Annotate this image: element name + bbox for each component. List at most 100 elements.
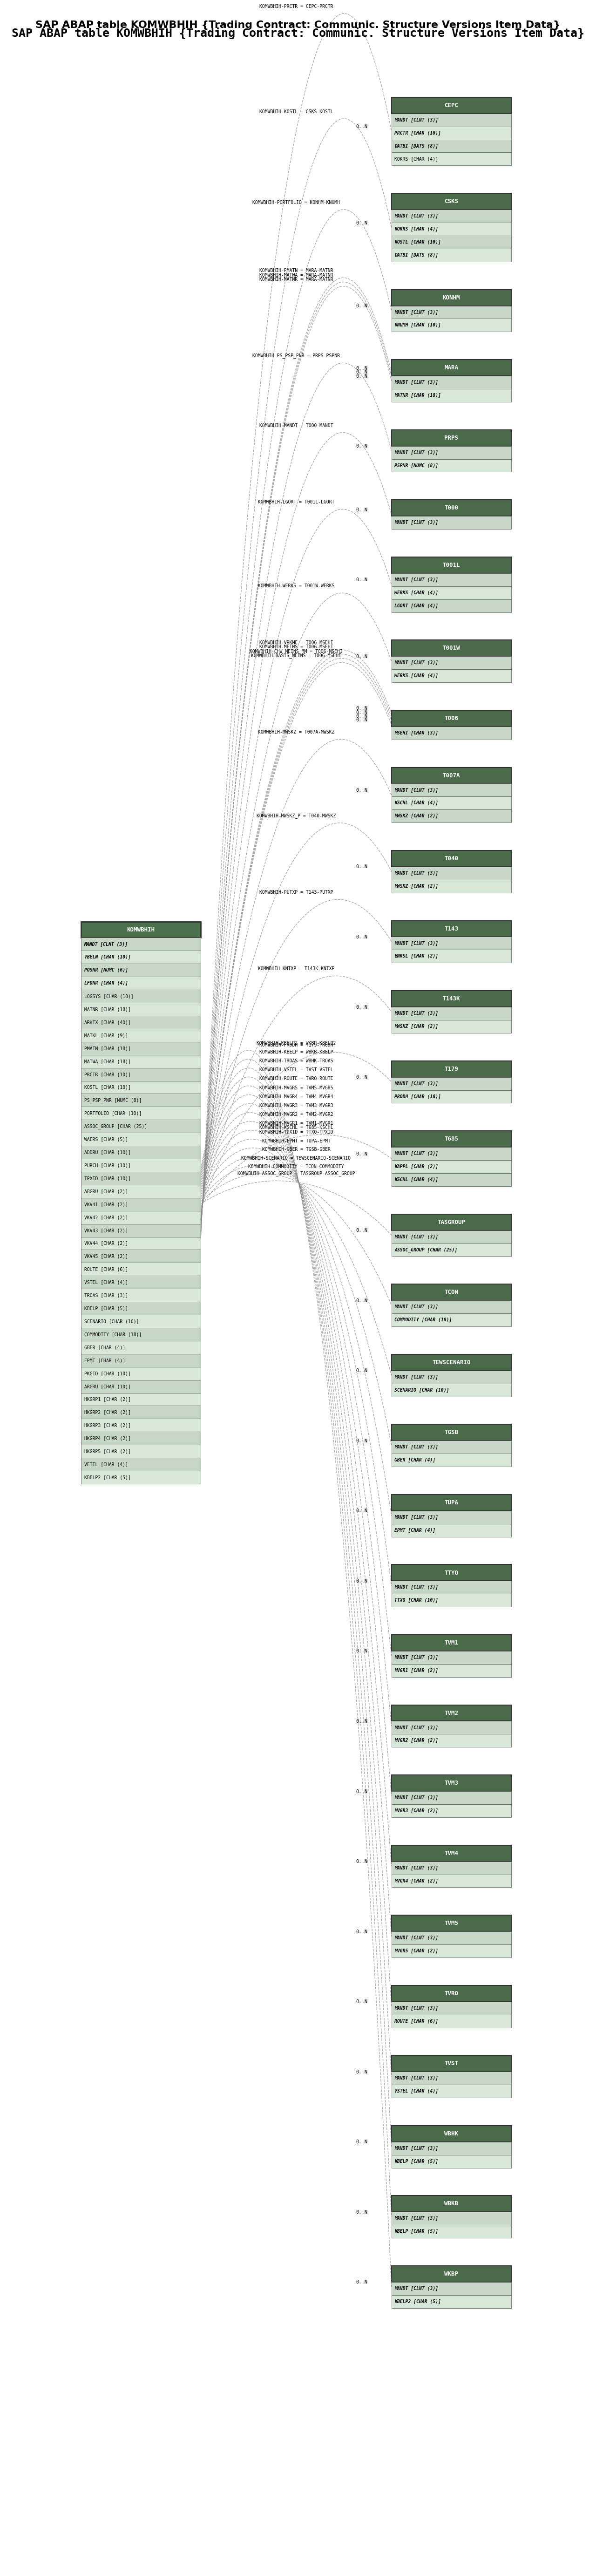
Text: KOMWBHIH-TPXID = TTXQ-TPXID: KOMWBHIH-TPXID = TTXQ-TPXID <box>259 1131 333 1133</box>
Text: KOMWBHIH-CHW_MEINS_MM = T006-MSEHI: KOMWBHIH-CHW_MEINS_MM = T006-MSEHI <box>250 649 343 654</box>
Text: VBELN [CHAR (10)]: VBELN [CHAR (10)] <box>84 956 131 961</box>
Text: 0..N: 0..N <box>356 577 367 582</box>
Text: SAP ABAP table KOMWBHIH {Trading Contract: Communic. Structure Versions Item Dat: SAP ABAP table KOMWBHIH {Trading Contrac… <box>35 21 561 31</box>
Text: KOMWBHIH-EPMT = TUPA-EPMT: KOMWBHIH-EPMT = TUPA-EPMT <box>262 1139 330 1144</box>
FancyBboxPatch shape <box>81 1041 201 1054</box>
Text: KSCHL [CHAR (4)]: KSCHL [CHAR (4)] <box>395 801 438 806</box>
Text: VKV44 [CHAR (2)]: VKV44 [CHAR (2)] <box>84 1242 128 1247</box>
Text: KOMWBHIH-MVGR1 = TVM1-MVGR1: KOMWBHIH-MVGR1 = TVM1-MVGR1 <box>259 1121 333 1126</box>
FancyBboxPatch shape <box>392 600 511 613</box>
Text: T000: T000 <box>445 505 458 510</box>
Text: 0..N: 0..N <box>356 1579 367 1584</box>
FancyBboxPatch shape <box>392 307 511 319</box>
FancyBboxPatch shape <box>81 1185 201 1198</box>
FancyBboxPatch shape <box>392 711 511 726</box>
Text: TVM3: TVM3 <box>445 1780 458 1785</box>
Text: EPMT [CHAR (4)]: EPMT [CHAR (4)] <box>84 1358 125 1363</box>
Text: VKV45 [CHAR (2)]: VKV45 [CHAR (2)] <box>84 1255 128 1260</box>
Text: KOMWBHIH-TROAS = WBHK-TROAS: KOMWBHIH-TROAS = WBHK-TROAS <box>259 1059 333 1064</box>
Text: MWSKZ [CHAR (2)]: MWSKZ [CHAR (2)] <box>395 814 438 819</box>
Text: KOMWBHIH: KOMWBHIH <box>127 927 155 933</box>
Text: PRPS: PRPS <box>445 435 458 440</box>
Text: POSNR [NUMC (6)]: POSNR [NUMC (6)] <box>84 969 128 974</box>
Text: PORTFOLIO [CHAR (10)]: PORTFOLIO [CHAR (10)] <box>84 1110 141 1115</box>
FancyBboxPatch shape <box>392 1986 511 2002</box>
Text: KOMWBHIH-MVGR5 = TVM5-MVGR5: KOMWBHIH-MVGR5 = TVM5-MVGR5 <box>259 1084 333 1090</box>
FancyBboxPatch shape <box>392 234 511 250</box>
Text: KOMWBHIH-VRKME = T006-MSEHI: KOMWBHIH-VRKME = T006-MSEHI <box>259 641 333 644</box>
FancyBboxPatch shape <box>392 500 511 515</box>
FancyBboxPatch shape <box>392 1932 511 1945</box>
Text: 0..N: 0..N <box>356 1790 367 1793</box>
Text: KOMWBHIH-MVGR2 = TVM2-MVGR2: KOMWBHIH-MVGR2 = TVM2-MVGR2 <box>259 1113 333 1118</box>
FancyBboxPatch shape <box>81 1314 201 1327</box>
Text: 0..N: 0..N <box>356 935 367 940</box>
Text: SCENARIO [CHAR (10)]: SCENARIO [CHAR (10)] <box>395 1388 449 1394</box>
FancyBboxPatch shape <box>81 1133 201 1146</box>
FancyBboxPatch shape <box>81 1224 201 1236</box>
FancyBboxPatch shape <box>81 1198 201 1211</box>
FancyBboxPatch shape <box>392 809 511 822</box>
FancyBboxPatch shape <box>392 319 511 332</box>
Text: MANDT [CLNT (3)]: MANDT [CLNT (3)] <box>395 1151 438 1157</box>
FancyBboxPatch shape <box>81 1432 201 1445</box>
FancyBboxPatch shape <box>81 1082 201 1095</box>
FancyBboxPatch shape <box>81 938 201 951</box>
Text: MSEHI [CHAR (3)]: MSEHI [CHAR (3)] <box>395 732 438 734</box>
FancyBboxPatch shape <box>392 2071 511 2084</box>
Text: MANDT [CLNT (3)]: MANDT [CLNT (3)] <box>395 2287 438 2290</box>
Text: TVM1: TVM1 <box>445 1641 458 1646</box>
Text: 0..N: 0..N <box>356 654 367 659</box>
FancyBboxPatch shape <box>392 430 511 446</box>
Text: 0..N: 0..N <box>356 1649 367 1654</box>
Text: KOMWBHIH-MEINS = T006-MSEHI: KOMWBHIH-MEINS = T006-MSEHI <box>259 644 333 649</box>
FancyBboxPatch shape <box>392 920 511 938</box>
Text: MWSKZ [CHAR (2)]: MWSKZ [CHAR (2)] <box>395 1025 438 1028</box>
Text: ARGRU [CHAR (10)]: ARGRU [CHAR (10)] <box>84 1383 131 1388</box>
FancyBboxPatch shape <box>392 992 511 1007</box>
Text: KOMWBHIH-GBER = TGSB-GBER: KOMWBHIH-GBER = TGSB-GBER <box>262 1146 330 1151</box>
Text: 0..N: 0..N <box>356 304 367 309</box>
Text: MANDT [CLNT (3)]: MANDT [CLNT (3)] <box>395 2076 438 2081</box>
Text: KNUMH [CHAR (10)]: KNUMH [CHAR (10)] <box>395 322 441 327</box>
FancyBboxPatch shape <box>392 866 511 881</box>
FancyBboxPatch shape <box>392 1370 511 1383</box>
FancyBboxPatch shape <box>392 2141 511 2156</box>
Text: WBHK: WBHK <box>445 2130 458 2136</box>
FancyBboxPatch shape <box>392 850 511 866</box>
Text: TTYQ: TTYQ <box>445 1569 458 1577</box>
FancyBboxPatch shape <box>392 1651 511 1664</box>
Text: MVGR4 [CHAR (2)]: MVGR4 [CHAR (2)] <box>395 1878 438 1883</box>
Text: 0..N: 0..N <box>356 1298 367 1303</box>
Text: MANDT [CLNT (3)]: MANDT [CLNT (3)] <box>395 1515 438 1520</box>
FancyBboxPatch shape <box>81 1342 201 1355</box>
Text: MANDT [CLNT (3)]: MANDT [CLNT (3)] <box>395 940 438 945</box>
Text: MANDT [CLNT (3)]: MANDT [CLNT (3)] <box>395 2007 438 2009</box>
Text: KOMWBHIH-ASSOC_GROUP = TASGROUP-ASSOC_GROUP: KOMWBHIH-ASSOC_GROUP = TASGROUP-ASSOC_GR… <box>237 1172 355 1177</box>
FancyBboxPatch shape <box>81 1419 201 1432</box>
Text: 0..N: 0..N <box>356 366 367 371</box>
FancyBboxPatch shape <box>81 1054 201 1069</box>
Text: KOMWBHIH-PORTFOLIO = KONHM-KNUMH: KOMWBHIH-PORTFOLIO = KONHM-KNUMH <box>252 201 340 206</box>
Text: TTXQ [CHAR (10)]: TTXQ [CHAR (10)] <box>395 1597 438 1602</box>
FancyBboxPatch shape <box>392 139 511 152</box>
Text: 0..N: 0..N <box>356 443 367 448</box>
FancyBboxPatch shape <box>392 250 511 263</box>
Text: T143K: T143K <box>443 997 460 1002</box>
Text: MANDT [CLNT (3)]: MANDT [CLNT (3)] <box>395 659 438 665</box>
Text: LOGSYS [CHAR (10)]: LOGSYS [CHAR (10)] <box>84 994 134 999</box>
FancyBboxPatch shape <box>392 209 511 222</box>
FancyBboxPatch shape <box>392 1231 511 1244</box>
Text: SCENARIO [CHAR (10)]: SCENARIO [CHAR (10)] <box>84 1319 139 1324</box>
FancyBboxPatch shape <box>392 126 511 139</box>
FancyBboxPatch shape <box>81 1069 201 1082</box>
FancyBboxPatch shape <box>392 361 511 376</box>
Text: TPXID [CHAR (10)]: TPXID [CHAR (10)] <box>84 1177 131 1180</box>
FancyBboxPatch shape <box>392 1705 511 1721</box>
Text: KOSTL [CHAR (10)]: KOSTL [CHAR (10)] <box>395 240 441 245</box>
Text: KBELP [CHAR (5)]: KBELP [CHAR (5)] <box>395 2228 438 2233</box>
FancyBboxPatch shape <box>81 1288 201 1301</box>
Text: KOMWBHIH-MVGR3 = TVM3-MVGR3: KOMWBHIH-MVGR3 = TVM3-MVGR3 <box>259 1103 333 1108</box>
Text: T007A: T007A <box>443 773 460 778</box>
Text: MANDT [CLNT (3)]: MANDT [CLNT (3)] <box>395 118 438 124</box>
